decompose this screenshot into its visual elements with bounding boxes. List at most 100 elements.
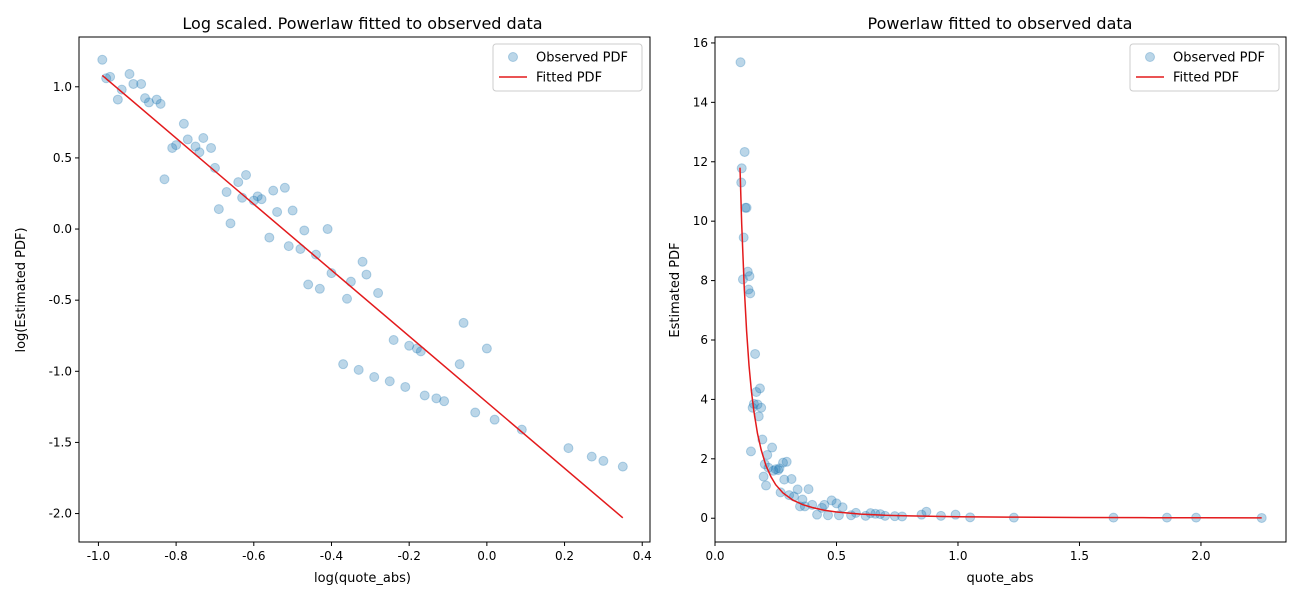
y-tick-label: 4	[700, 392, 708, 406]
observed-point	[116, 84, 127, 95]
observed-point	[870, 508, 881, 519]
x-tick-label: -1.0	[87, 549, 110, 563]
legend-observed-marker	[1145, 52, 1155, 62]
tick-layer: -1.0 -0.8 -0.6 -0.4 -0.2 0.0 0.2 0.4 -2.0 -1.5 -1.…	[49, 80, 652, 563]
observed-point	[159, 174, 170, 185]
legend-fitted-label: Fitted PDF	[536, 71, 602, 86]
observed-point	[738, 232, 749, 243]
observed-point	[736, 163, 747, 174]
x-tick-label: 0.4	[633, 549, 652, 563]
observed-point	[357, 256, 368, 267]
observed-point	[739, 146, 750, 157]
legend: Observed PDF Fitted PDF	[492, 43, 643, 92]
observed-point	[439, 396, 450, 407]
observed-point	[822, 510, 833, 521]
observed-point	[921, 506, 932, 517]
y-tick-label: 0.0	[53, 222, 72, 236]
observed-point	[831, 498, 842, 509]
y-tick-label: -0.5	[49, 293, 72, 307]
observed-point	[190, 141, 201, 152]
x-tick-label: 1.0	[948, 549, 967, 563]
legend-observed-marker	[508, 52, 518, 62]
observed-point	[400, 381, 411, 392]
observed-point	[369, 371, 380, 382]
y-tick-label: 12	[693, 155, 708, 169]
y-tick-label: -2.0	[49, 507, 72, 521]
observed-point	[268, 185, 279, 196]
observed-point	[112, 94, 123, 105]
observed-point	[481, 343, 492, 354]
x-tick-label: -0.4	[320, 549, 343, 563]
observed-point	[812, 509, 823, 520]
observed-point	[774, 463, 785, 474]
observed-point	[741, 202, 752, 213]
observed-point	[151, 94, 162, 105]
observed-point	[283, 241, 294, 252]
legend-box	[492, 43, 643, 92]
observed-point	[875, 509, 886, 520]
observed-point	[178, 118, 189, 129]
observed-point	[411, 343, 422, 354]
y-tick-label: 1.0	[53, 80, 72, 94]
observed-point	[744, 271, 755, 282]
plot-marks	[97, 54, 628, 519]
observed-point	[167, 142, 178, 153]
observed-point	[342, 293, 353, 304]
chart-linear: Powerlaw fitted to observed data quote_a…	[668, 14, 1287, 586]
observed-point	[404, 340, 415, 351]
observed-point	[617, 461, 628, 472]
observed-point	[778, 457, 789, 468]
observed-point	[241, 169, 252, 180]
chart-title: Powerlaw fitted to observed data	[868, 14, 1133, 33]
observed-point	[781, 456, 792, 467]
legend-box	[1129, 43, 1280, 92]
observed-point	[252, 191, 263, 202]
observed-point	[353, 364, 364, 375]
tick-layer: 0.0 0.5 1.0 1.5 2.0 0 2 4 6 8 10 12 14 16	[693, 36, 1211, 563]
chart-log-scaled: Log scaled. Powerlaw fitted to observed …	[14, 14, 652, 586]
observed-point	[754, 383, 765, 394]
observed-point	[773, 465, 784, 476]
chart-title: Log scaled. Powerlaw fitted to observed …	[182, 14, 542, 33]
observed-point	[225, 218, 236, 229]
observed-point	[779, 474, 790, 485]
y-tick-label: 14	[693, 95, 708, 109]
observed-point	[303, 279, 314, 290]
observed-point	[470, 407, 481, 418]
observed-point	[384, 376, 395, 387]
x-tick-label: 2.0	[1191, 549, 1210, 563]
observed-point	[563, 443, 574, 454]
observed-point	[770, 464, 781, 475]
observed-point	[143, 97, 154, 108]
legend: Observed PDF Fitted PDF	[1129, 43, 1280, 92]
observed-point	[198, 133, 209, 143]
observed-point	[745, 288, 756, 299]
observed-point	[786, 474, 797, 485]
observed-point	[314, 283, 325, 294]
observed-point	[124, 68, 135, 79]
observed-point	[419, 390, 430, 401]
observed-point	[586, 451, 597, 462]
observed-point	[761, 480, 772, 491]
observed-point	[171, 140, 182, 151]
x-tick-label: 0.0	[705, 549, 724, 563]
x-tick-label: 1.5	[1070, 549, 1089, 563]
observed-point	[233, 177, 244, 188]
observed-point	[155, 98, 166, 109]
y-tick-label: -1.0	[49, 364, 72, 378]
x-axis-label: quote_abs	[966, 571, 1033, 586]
observed-point	[388, 335, 399, 345]
x-tick-label: 0.0	[477, 549, 496, 563]
observed-point	[287, 205, 298, 216]
y-tick-label: 0	[700, 511, 708, 525]
x-tick-label: -0.8	[164, 549, 187, 563]
observed-point	[97, 54, 108, 65]
observed-point	[272, 206, 283, 217]
observed-point	[775, 487, 786, 498]
fitted-line	[739, 167, 1262, 519]
y-tick-label: 0.5	[53, 151, 72, 165]
y-axis-label: log(Estimated PDF)	[14, 227, 29, 352]
y-tick-label: 6	[700, 333, 708, 347]
observed-point	[264, 232, 275, 243]
x-tick-label: -0.2	[397, 549, 420, 563]
